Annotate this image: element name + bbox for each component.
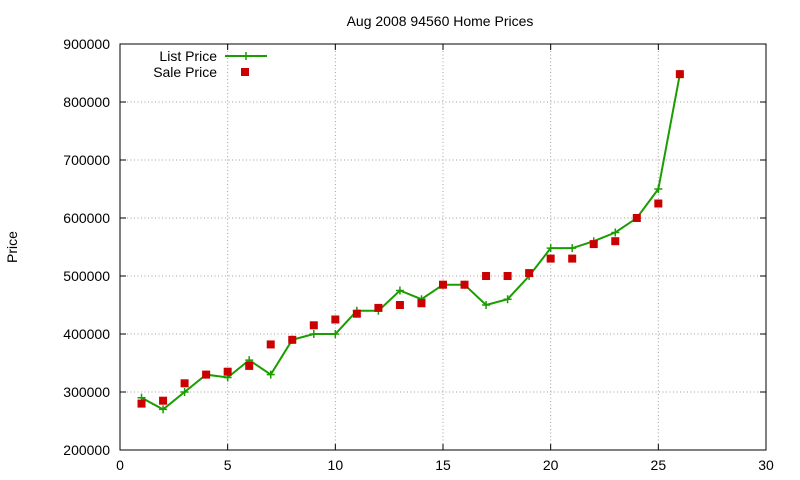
list-price-marker — [654, 185, 663, 193]
list-price-marker — [180, 388, 189, 396]
y-tick-label: 400000 — [63, 326, 110, 342]
sale-price-marker — [546, 254, 555, 263]
sale-price-marker — [675, 70, 684, 79]
legend-label-sale-price: Sale Price — [153, 64, 217, 80]
y-axis-label: Price — [4, 231, 20, 263]
list-price-marker — [546, 244, 555, 253]
sale-price-marker — [266, 340, 275, 349]
sale-price-marker — [374, 303, 383, 312]
list-price-marker — [331, 330, 340, 338]
list-price-marker — [482, 301, 491, 309]
sale-price-marker — [482, 272, 491, 280]
sale-price-marker — [439, 280, 447, 289]
sale-price-marker — [309, 321, 318, 330]
y-tick-label: 500000 — [63, 268, 110, 284]
chart-title: Aug 2008 94560 Home Prices — [347, 13, 534, 29]
sale-price-marker — [654, 199, 663, 208]
sale-price-marker — [503, 272, 512, 280]
list-price-marker — [611, 228, 620, 237]
y-tick-label: 600000 — [63, 210, 110, 226]
list-price-marker — [395, 286, 404, 295]
legend: List Price Sale Price — [153, 48, 267, 80]
sale-price-marker — [223, 367, 232, 376]
x-tick-label: 10 — [328, 457, 344, 473]
x-tick-label: 5 — [224, 457, 232, 473]
list-price-marker — [309, 330, 318, 338]
series-layer — [137, 70, 684, 414]
sale-price-marker — [180, 379, 189, 388]
list-price-marker — [159, 405, 168, 414]
x-tick-label: 25 — [651, 457, 667, 473]
sale-price-marker — [159, 396, 168, 405]
sale-price-marker — [352, 309, 361, 318]
y-tick-label: 800000 — [63, 94, 110, 110]
legend-marker-sale-price — [241, 68, 249, 76]
sale-price-marker — [568, 254, 577, 263]
y-tick-label: 900000 — [63, 36, 110, 52]
sale-price-marker — [417, 299, 426, 308]
legend-label-list-price: List Price — [159, 48, 217, 64]
x-tick-label: 20 — [543, 457, 559, 473]
sale-price-marker — [632, 214, 641, 222]
sale-price-marker — [460, 280, 469, 289]
sale-price-marker — [137, 399, 146, 408]
y-tick-label: 300000 — [63, 384, 110, 400]
y-tick-label: 700000 — [63, 152, 110, 168]
sale-price-marker — [288, 335, 297, 344]
sale-price-marker — [202, 370, 211, 379]
x-tick-label: 15 — [435, 457, 451, 473]
plot-frame — [119, 43, 767, 451]
sale-price-marker — [525, 269, 534, 278]
y-tick-label: 200000 — [63, 442, 110, 458]
sale-price-marker — [245, 361, 254, 370]
sale-price-marker — [331, 315, 340, 324]
sale-price-marker — [395, 301, 404, 309]
list-price-marker — [266, 370, 275, 379]
sale-price-marker — [611, 237, 620, 246]
list-price-marker — [568, 244, 577, 253]
list-price-marker — [503, 295, 512, 304]
x-tick-label: 30 — [758, 457, 774, 473]
axis-ticks: 200000 300000 400000 500000 600000 700000 8000… — [63, 36, 774, 473]
x-tick-label: 0 — [116, 457, 124, 473]
legend-marker-list-price — [242, 52, 250, 60]
series-line-list-price — [141, 73, 681, 411]
sale-price-marker — [589, 240, 598, 249]
grid — [120, 44, 766, 450]
